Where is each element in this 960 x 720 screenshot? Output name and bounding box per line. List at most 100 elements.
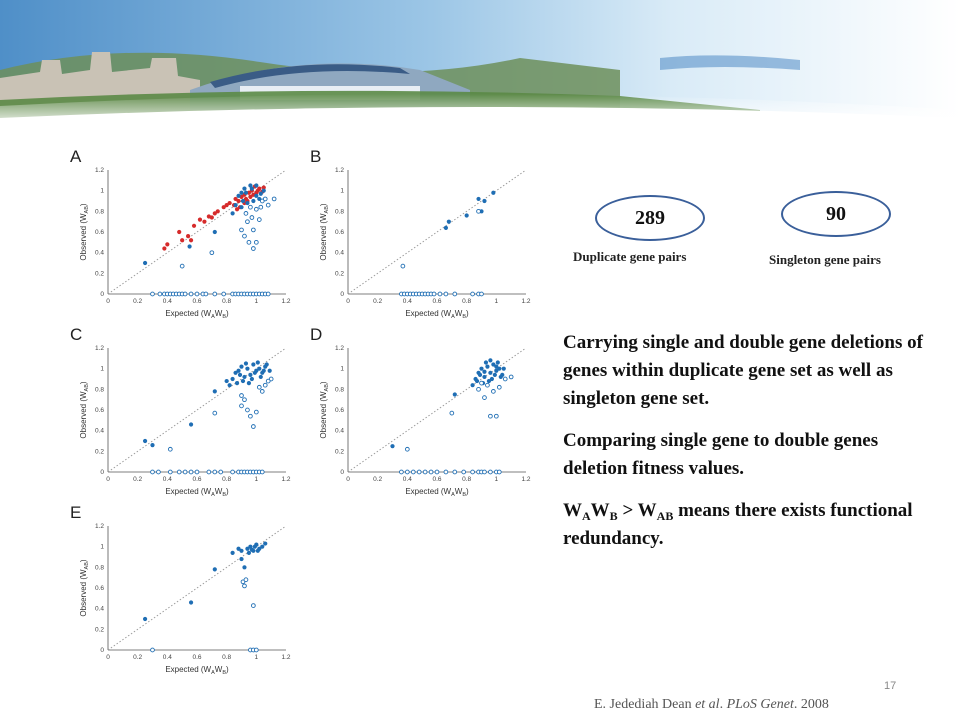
y-tick-label: 0	[340, 291, 344, 298]
paragraph-3: WAWB > WAB means there exists functional…	[563, 500, 913, 549]
filled-point	[477, 372, 483, 377]
open-point	[482, 469, 487, 475]
filled-point	[230, 550, 235, 555]
filled-point	[489, 376, 494, 382]
y-tick-label: 0.6	[95, 229, 104, 236]
open-point	[251, 227, 256, 233]
red-point	[221, 205, 226, 210]
open-point	[493, 413, 499, 419]
y-tick-label: 0.8	[335, 386, 344, 393]
filled-point	[474, 378, 480, 384]
y-tick-label: 1.2	[95, 523, 104, 530]
filled-point	[243, 190, 249, 195]
open-point	[399, 469, 404, 475]
open-point	[452, 469, 458, 475]
x-tick-label: 1.2	[281, 476, 290, 483]
filled-point	[267, 368, 272, 373]
red-point	[162, 246, 167, 251]
y-tick-label: 0.2	[335, 270, 344, 277]
open-point	[156, 469, 161, 475]
open-point	[248, 204, 253, 210]
x-axis-label: Expected (WAWB)	[165, 665, 229, 676]
red-point	[202, 219, 207, 224]
filled-point	[142, 260, 148, 266]
open-point	[150, 647, 155, 653]
open-point	[253, 239, 259, 245]
filled-point	[255, 360, 260, 365]
filled-point	[236, 368, 241, 373]
red-point	[186, 234, 191, 239]
open-point	[488, 469, 493, 475]
open-point	[496, 384, 502, 390]
open-point	[242, 233, 247, 239]
x-tick-label: 0.4	[403, 298, 412, 305]
open-point	[479, 380, 484, 386]
red-point	[261, 185, 266, 190]
open-point	[449, 410, 455, 416]
filled-point	[239, 556, 244, 562]
paragraph-2: Comparing single gene to double genes de…	[563, 430, 879, 479]
x-tick-label: 0	[346, 298, 350, 305]
open-point	[410, 469, 416, 475]
open-point	[259, 389, 265, 394]
filled-point	[239, 364, 244, 369]
x-tick-label: 0.6	[192, 476, 201, 483]
filled-point	[482, 369, 487, 374]
filled-point	[234, 381, 240, 386]
open-point	[404, 469, 410, 475]
x-tick-label: 1.2	[521, 476, 530, 483]
filled-point	[494, 368, 499, 373]
open-point	[508, 374, 514, 380]
filled-point	[261, 368, 266, 373]
filled-point	[212, 229, 217, 235]
filled-point	[150, 443, 155, 448]
open-point	[482, 395, 487, 400]
plot-b: B 0 0.2 0.4 0.6 0.8 1 1.2 0 0.2 0.4 0.6 0.8 1 1.2 Expec…	[300, 142, 540, 332]
filled-point	[142, 438, 148, 444]
red-point	[212, 211, 217, 216]
y-tick-label: 1	[100, 188, 104, 195]
open-point	[416, 469, 422, 475]
filled-point	[494, 364, 499, 369]
filled-point	[239, 548, 244, 553]
filled-point	[254, 193, 259, 198]
plot-e: E 0 0.2 0.4 0.6 0.8 1 1.2 0 0.2 0.4 0.6 0.8 1 1.2 Expec…	[60, 498, 300, 688]
x-axis-label: Expected (WAWB)	[405, 309, 469, 320]
filled-point	[224, 378, 229, 384]
open-point	[188, 291, 194, 297]
filled-point	[249, 186, 254, 191]
filled-point	[249, 376, 254, 382]
filled-point	[243, 361, 249, 366]
y-axis-label: Observed (WAB)	[79, 559, 90, 616]
y-axis-label: Observed (WAB)	[319, 381, 330, 438]
filled-point	[233, 370, 238, 375]
open-point	[239, 403, 244, 409]
y-tick-label: 0.4	[95, 428, 104, 435]
filled-point	[230, 211, 235, 216]
filled-point	[246, 550, 252, 555]
y-tick-label: 0.6	[335, 407, 344, 414]
open-point	[245, 219, 250, 225]
filled-point	[188, 600, 194, 605]
red-point	[257, 186, 262, 191]
paragraph-1: Carrying single and double gene deletion…	[563, 332, 923, 409]
x-tick-label: 1	[255, 298, 259, 305]
x-tick-label: 0.2	[133, 298, 142, 305]
filled-point	[260, 544, 265, 549]
red-point	[191, 223, 197, 228]
filled-point	[142, 616, 148, 622]
filled-point	[188, 422, 194, 427]
y-tick-label: 0	[100, 291, 104, 298]
red-point	[233, 196, 238, 202]
y-tick-label: 0.6	[95, 585, 104, 592]
open-point	[245, 407, 250, 413]
open-point	[479, 291, 484, 297]
x-tick-label: 0.2	[373, 298, 382, 305]
filled-point	[252, 544, 257, 549]
open-point	[251, 246, 256, 251]
filled-point	[212, 389, 217, 394]
y-tick-label: 0.2	[335, 448, 344, 455]
y-tick-label: 0.8	[95, 386, 104, 393]
x-tick-label: 1	[255, 476, 259, 483]
y-tick-label: 1	[100, 544, 104, 551]
